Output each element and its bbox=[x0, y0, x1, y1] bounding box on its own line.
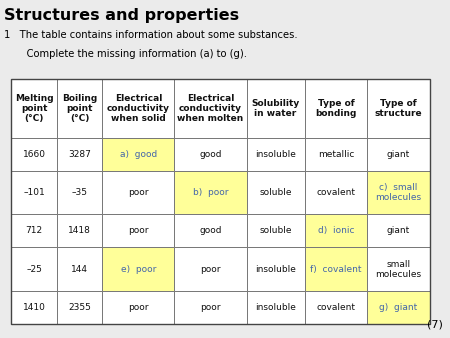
Bar bbox=[11, 247, 57, 291]
Text: c)  small
molecules: c) small molecules bbox=[376, 183, 422, 202]
Text: 3287: 3287 bbox=[68, 150, 91, 159]
Bar bbox=[305, 79, 368, 138]
Text: poor: poor bbox=[128, 188, 149, 197]
Text: poor: poor bbox=[128, 226, 149, 235]
Text: a)  good: a) good bbox=[120, 150, 157, 159]
Bar bbox=[57, 138, 103, 171]
Bar bbox=[175, 291, 247, 324]
Bar bbox=[368, 214, 430, 247]
Bar bbox=[103, 79, 175, 138]
Text: covalent: covalent bbox=[316, 304, 356, 312]
Text: 1418: 1418 bbox=[68, 226, 91, 235]
Bar bbox=[175, 138, 247, 171]
Text: 144: 144 bbox=[71, 265, 88, 274]
Text: Boiling
point
(°C): Boiling point (°C) bbox=[62, 94, 97, 123]
Text: soluble: soluble bbox=[259, 188, 292, 197]
Text: –101: –101 bbox=[23, 188, 45, 197]
Text: 1   The table contains information about some substances.: 1 The table contains information about s… bbox=[4, 30, 298, 41]
Bar bbox=[247, 171, 305, 214]
Bar bbox=[305, 214, 368, 247]
Bar bbox=[103, 138, 175, 171]
Bar bbox=[247, 247, 305, 291]
Text: Melting
point
(°C): Melting point (°C) bbox=[15, 94, 54, 123]
Text: 2355: 2355 bbox=[68, 304, 91, 312]
Bar bbox=[57, 214, 103, 247]
Text: Electrical
conductivity
when molten: Electrical conductivity when molten bbox=[177, 94, 243, 123]
Bar bbox=[175, 247, 247, 291]
Text: 1660: 1660 bbox=[22, 150, 45, 159]
Bar bbox=[368, 291, 430, 324]
Bar bbox=[247, 138, 305, 171]
Text: Electrical
conductivity
when solid: Electrical conductivity when solid bbox=[107, 94, 170, 123]
Text: good: good bbox=[199, 150, 222, 159]
Bar bbox=[103, 214, 175, 247]
Bar bbox=[11, 291, 57, 324]
Bar bbox=[57, 79, 103, 138]
Text: e)  poor: e) poor bbox=[121, 265, 156, 274]
Bar bbox=[175, 214, 247, 247]
Bar bbox=[305, 291, 368, 324]
Text: b)  poor: b) poor bbox=[193, 188, 228, 197]
Bar bbox=[305, 138, 368, 171]
Bar bbox=[247, 79, 305, 138]
Bar bbox=[175, 171, 247, 214]
Bar bbox=[247, 214, 305, 247]
Text: f)  covalent: f) covalent bbox=[310, 265, 362, 274]
Text: Type of
bonding: Type of bonding bbox=[315, 99, 357, 118]
Text: Structures and properties: Structures and properties bbox=[4, 8, 239, 23]
Bar bbox=[57, 291, 103, 324]
Bar bbox=[11, 79, 430, 324]
Text: –35: –35 bbox=[72, 188, 88, 197]
Bar bbox=[103, 171, 175, 214]
Bar bbox=[11, 79, 57, 138]
Text: soluble: soluble bbox=[259, 226, 292, 235]
Text: insoluble: insoluble bbox=[255, 304, 296, 312]
Bar bbox=[57, 171, 103, 214]
Bar bbox=[103, 291, 175, 324]
Text: covalent: covalent bbox=[316, 188, 356, 197]
Text: Solubility
in water: Solubility in water bbox=[252, 99, 300, 118]
Bar bbox=[305, 247, 368, 291]
Text: small
molecules: small molecules bbox=[376, 260, 422, 279]
Text: poor: poor bbox=[128, 304, 149, 312]
Text: d)  ionic: d) ionic bbox=[318, 226, 354, 235]
Text: insoluble: insoluble bbox=[255, 150, 296, 159]
Bar bbox=[368, 171, 430, 214]
Text: g)  giant: g) giant bbox=[379, 304, 418, 312]
Text: poor: poor bbox=[200, 304, 221, 312]
Bar bbox=[11, 171, 57, 214]
Text: Complete the missing information (a) to (g).: Complete the missing information (a) to … bbox=[11, 49, 247, 59]
Bar bbox=[103, 247, 175, 291]
Bar bbox=[368, 79, 430, 138]
Bar bbox=[305, 171, 368, 214]
Text: metallic: metallic bbox=[318, 150, 354, 159]
Bar bbox=[11, 214, 57, 247]
Text: (7): (7) bbox=[428, 319, 443, 330]
Bar bbox=[247, 291, 305, 324]
Text: poor: poor bbox=[200, 265, 221, 274]
Bar bbox=[368, 247, 430, 291]
Text: giant: giant bbox=[387, 150, 410, 159]
Text: 712: 712 bbox=[26, 226, 43, 235]
Bar bbox=[175, 79, 247, 138]
Bar bbox=[57, 247, 103, 291]
Text: –25: –25 bbox=[26, 265, 42, 274]
Text: 1410: 1410 bbox=[22, 304, 45, 312]
Text: insoluble: insoluble bbox=[255, 265, 296, 274]
Text: giant: giant bbox=[387, 226, 410, 235]
Text: Type of
structure: Type of structure bbox=[375, 99, 423, 118]
Text: good: good bbox=[199, 226, 222, 235]
Bar bbox=[11, 138, 57, 171]
Bar bbox=[368, 138, 430, 171]
